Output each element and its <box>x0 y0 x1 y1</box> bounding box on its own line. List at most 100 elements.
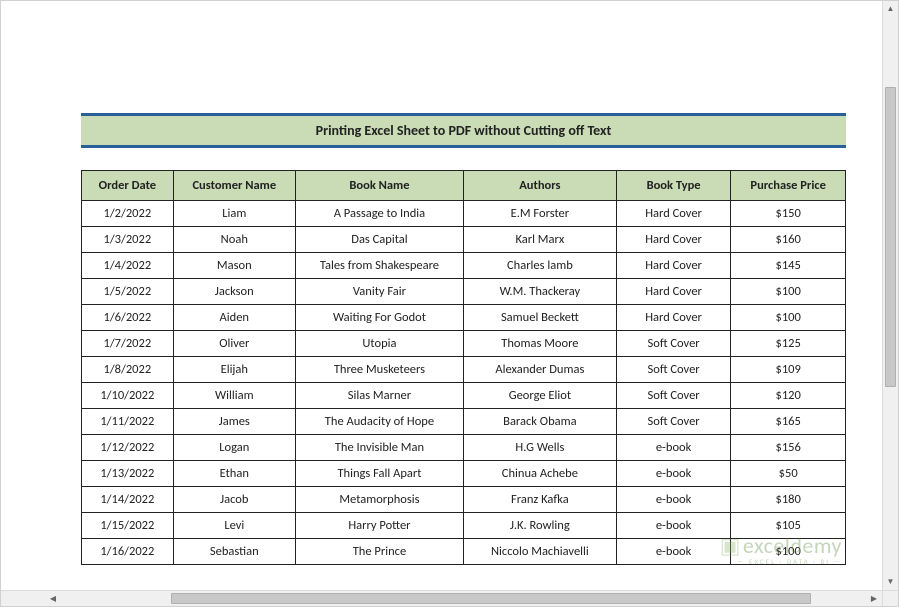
scroll-down-icon[interactable]: ▼ <box>883 574 898 590</box>
table-cell: 1/5/2022 <box>82 279 174 305</box>
hscroll-thumb[interactable] <box>171 593 811 604</box>
table-cell: Jackson <box>173 279 295 305</box>
sheet-title: Printing Excel Sheet to PDF without Cutt… <box>81 113 846 148</box>
table-cell: George Eliot <box>463 383 616 409</box>
table-cell: 1/10/2022 <box>82 383 174 409</box>
table-cell: 1/2/2022 <box>82 201 174 227</box>
table-cell: Tales from Shakespeare <box>295 253 463 279</box>
table-cell: Das Capital <box>295 227 463 253</box>
table-cell: Soft Cover <box>616 409 731 435</box>
col-purchase-price: Purchase Price <box>731 171 846 201</box>
table-row: 1/4/2022MasonTales from ShakespeareCharl… <box>82 253 846 279</box>
table-cell: $100 <box>731 305 846 331</box>
table-row: 1/10/2022WilliamSilas MarnerGeorge Eliot… <box>82 383 846 409</box>
table-cell: Three Musketeers <box>295 357 463 383</box>
data-table: Order Date Customer Name Book Name Autho… <box>81 170 846 565</box>
table-cell: Oliver <box>173 331 295 357</box>
hscroll-track[interactable] <box>171 591 866 606</box>
col-authors: Authors <box>463 171 616 201</box>
table-cell: Hard Cover <box>616 279 731 305</box>
table-cell: Levi <box>173 513 295 539</box>
table-cell: e-book <box>616 513 731 539</box>
table-cell: 1/12/2022 <box>82 435 174 461</box>
table-cell: e-book <box>616 487 731 513</box>
table-cell: 1/13/2022 <box>82 461 174 487</box>
page-content: Printing Excel Sheet to PDF without Cutt… <box>45 1 882 590</box>
table-cell: Silas Marner <box>295 383 463 409</box>
table-cell: $125 <box>731 331 846 357</box>
table-cell: $160 <box>731 227 846 253</box>
table-cell: $109 <box>731 357 846 383</box>
table-cell: Soft Cover <box>616 383 731 409</box>
table-cell: 1/11/2022 <box>82 409 174 435</box>
col-book-name: Book Name <box>295 171 463 201</box>
table-cell: The Invisible Man <box>295 435 463 461</box>
table-row: 1/11/2022JamesThe Audacity of HopeBarack… <box>82 409 846 435</box>
table-cell: H.G Wells <box>463 435 616 461</box>
table-cell: Harry Potter <box>295 513 463 539</box>
table-cell: 1/16/2022 <box>82 539 174 565</box>
table-cell: 1/7/2022 <box>82 331 174 357</box>
table-cell: Vanity Fair <box>295 279 463 305</box>
table-cell: $105 <box>731 513 846 539</box>
col-customer-name: Customer Name <box>173 171 295 201</box>
table-cell: Logan <box>173 435 295 461</box>
table-cell: Barack Obama <box>463 409 616 435</box>
table-cell: $156 <box>731 435 846 461</box>
vscroll-thumb[interactable] <box>885 87 896 387</box>
table-row: 1/12/2022LoganThe Invisible ManH.G Wells… <box>82 435 846 461</box>
table-row: 1/15/2022LeviHarry PotterJ.K. Rowlinge-b… <box>82 513 846 539</box>
table-cell: 1/14/2022 <box>82 487 174 513</box>
table-cell: Mason <box>173 253 295 279</box>
table-cell: Thomas Moore <box>463 331 616 357</box>
table-cell: 1/4/2022 <box>82 253 174 279</box>
table-cell: Noah <box>173 227 295 253</box>
table-cell: $100 <box>731 279 846 305</box>
scroll-up-icon[interactable]: ▲ <box>883 1 898 17</box>
table-row: 1/2/2022LiamA Passage to IndiaE.M Forste… <box>82 201 846 227</box>
table-row: 1/8/2022ElijahThree MusketeersAlexander … <box>82 357 846 383</box>
table-cell: $180 <box>731 487 846 513</box>
table-cell: The Audacity of Hope <box>295 409 463 435</box>
table-cell: James <box>173 409 295 435</box>
scroll-right-icon[interactable]: ▶ <box>866 591 882 606</box>
table-cell: Alexander Dumas <box>463 357 616 383</box>
scroll-left-icon[interactable]: ◀ <box>45 591 61 606</box>
table-cell: 1/8/2022 <box>82 357 174 383</box>
table-cell: e-book <box>616 461 731 487</box>
table-cell: Karl Marx <box>463 227 616 253</box>
table-cell: E.M Forster <box>463 201 616 227</box>
table-cell: The Prince <box>295 539 463 565</box>
vscroll-track[interactable] <box>883 17 898 574</box>
table-row: 1/13/2022EthanThings Fall ApartChinua Ac… <box>82 461 846 487</box>
horizontal-scrollbar[interactable]: ◀ ▶ <box>1 590 882 606</box>
table-cell: Soft Cover <box>616 357 731 383</box>
table-cell: $145 <box>731 253 846 279</box>
table-cell: Ethan <box>173 461 295 487</box>
table-cell: Hard Cover <box>616 201 731 227</box>
table-cell: Liam <box>173 201 295 227</box>
vertical-scrollbar[interactable]: ▲ ▼ <box>882 1 898 590</box>
table-cell: A Passage to India <box>295 201 463 227</box>
table-cell: Franz Kafka <box>463 487 616 513</box>
table-cell: J.K. Rowling <box>463 513 616 539</box>
table-cell: William <box>173 383 295 409</box>
table-cell: $165 <box>731 409 846 435</box>
col-order-date: Order Date <box>82 171 174 201</box>
col-book-type: Book Type <box>616 171 731 201</box>
table-cell: Charles lamb <box>463 253 616 279</box>
table-cell: Waiting For Godot <box>295 305 463 331</box>
table-cell: 1/6/2022 <box>82 305 174 331</box>
table-cell: Hard Cover <box>616 305 731 331</box>
table-cell: e-book <box>616 539 731 565</box>
table-cell: Elijah <box>173 357 295 383</box>
table-cell: Metamorphosis <box>295 487 463 513</box>
table-row: 1/5/2022JacksonVanity FairW.M. Thackeray… <box>82 279 846 305</box>
table-cell: 1/3/2022 <box>82 227 174 253</box>
table-cell: Hard Cover <box>616 253 731 279</box>
table-cell: Soft Cover <box>616 331 731 357</box>
table-header-row: Order Date Customer Name Book Name Autho… <box>82 171 846 201</box>
table-row: 1/7/2022OliverUtopiaThomas MooreSoft Cov… <box>82 331 846 357</box>
table-cell: $100 <box>731 539 846 565</box>
table-cell: Jacob <box>173 487 295 513</box>
